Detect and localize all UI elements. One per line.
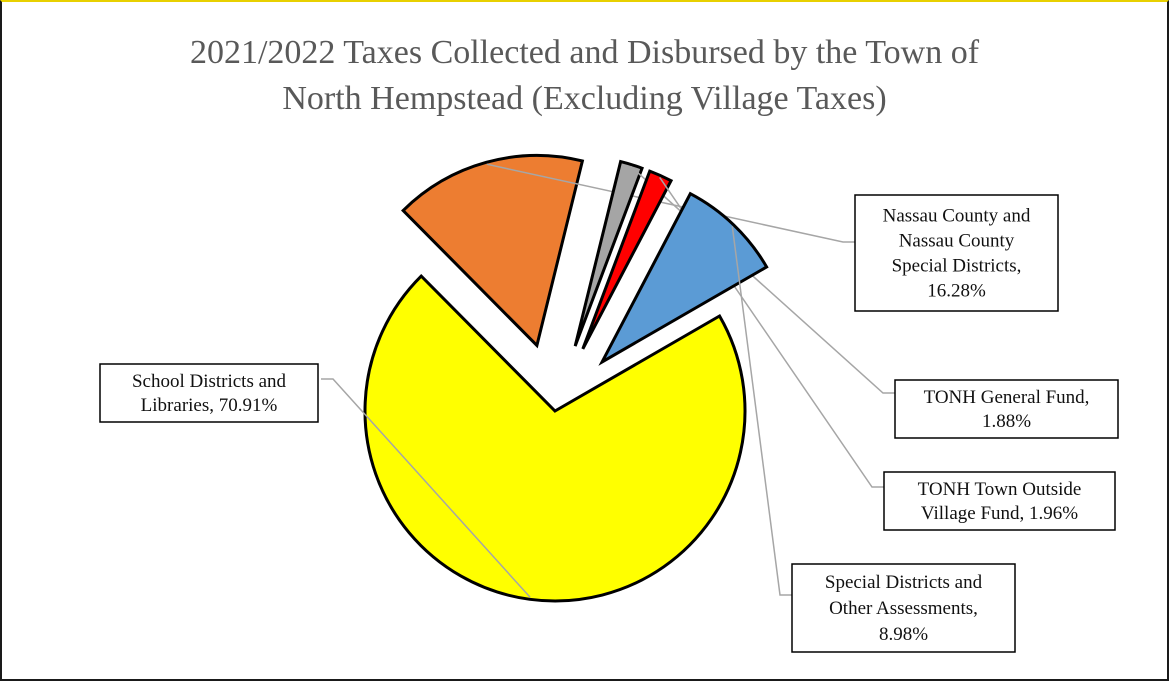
data-label-line: School Districts and xyxy=(132,371,287,392)
data-label-line: TONH Town Outside xyxy=(918,479,1082,500)
data-label-tonh-general-fund: TONH General Fund, 1.88% xyxy=(894,379,1119,439)
pie-slice-tonh-town-outside-village-fund xyxy=(581,169,674,350)
chart-title-line-1: 2021/2022 Taxes Collected and Disbursed … xyxy=(189,34,980,71)
data-label-line: TONH General Fund, xyxy=(924,387,1090,408)
data-label-box xyxy=(854,194,1059,312)
leader-line-school-districts-and-libraries xyxy=(321,378,531,598)
data-label-line: Nassau County and xyxy=(883,206,1031,227)
data-label-box xyxy=(791,563,1016,653)
data-label-special-districts-and-other-assessments: Special Districts and Other Assessments, 8… xyxy=(791,563,1016,653)
data-label-line: Village Fund, 1.96% xyxy=(921,503,1078,524)
chart-title-line-2: North Hempstead (Excluding Village Taxes… xyxy=(282,80,887,117)
pie-slice-tonh-general-fund xyxy=(573,159,644,347)
data-label-line: Libraries, 70.91% xyxy=(141,395,278,416)
pie-slice-nassau-county-and-nassau-county-special-districts xyxy=(401,153,585,349)
data-label-line: Special Districts and xyxy=(825,572,983,593)
leader-line-special-districts-and-other-assessments xyxy=(731,226,792,596)
data-label-box xyxy=(894,379,1119,439)
data-label-nassau-county-and-nassau-county-special-districts: Nassau County and Nassau County Special Di… xyxy=(854,194,1059,312)
pie-slice-school-districts-and-libraries xyxy=(363,273,747,603)
data-label-box xyxy=(883,471,1116,531)
data-label-box xyxy=(99,363,319,423)
data-label-line: Special Districts, xyxy=(892,256,1022,277)
data-label-line: Other Assessments, xyxy=(829,598,978,619)
data-label-line: 8.98% xyxy=(879,624,928,645)
data-label-line: 1.88% xyxy=(982,411,1031,432)
pie-slice-special-districts-and-other-assessments xyxy=(598,191,769,366)
data-label-school-districts-and-libraries: School Districts and Libraries, 70.91% xyxy=(99,363,319,423)
data-label-line: Nassau County xyxy=(899,231,1015,252)
data-label-line: 16.28% xyxy=(927,281,986,302)
leader-line-nassau-county-and-nassau-county-special-districts xyxy=(486,163,855,243)
data-label-tonh-town-outside-village-fund: TONH Town Outside Village Fund, 1.96% xyxy=(883,471,1116,531)
chart-title: 2021/2022 Taxes Collected and Disbursed … xyxy=(0,30,1169,122)
